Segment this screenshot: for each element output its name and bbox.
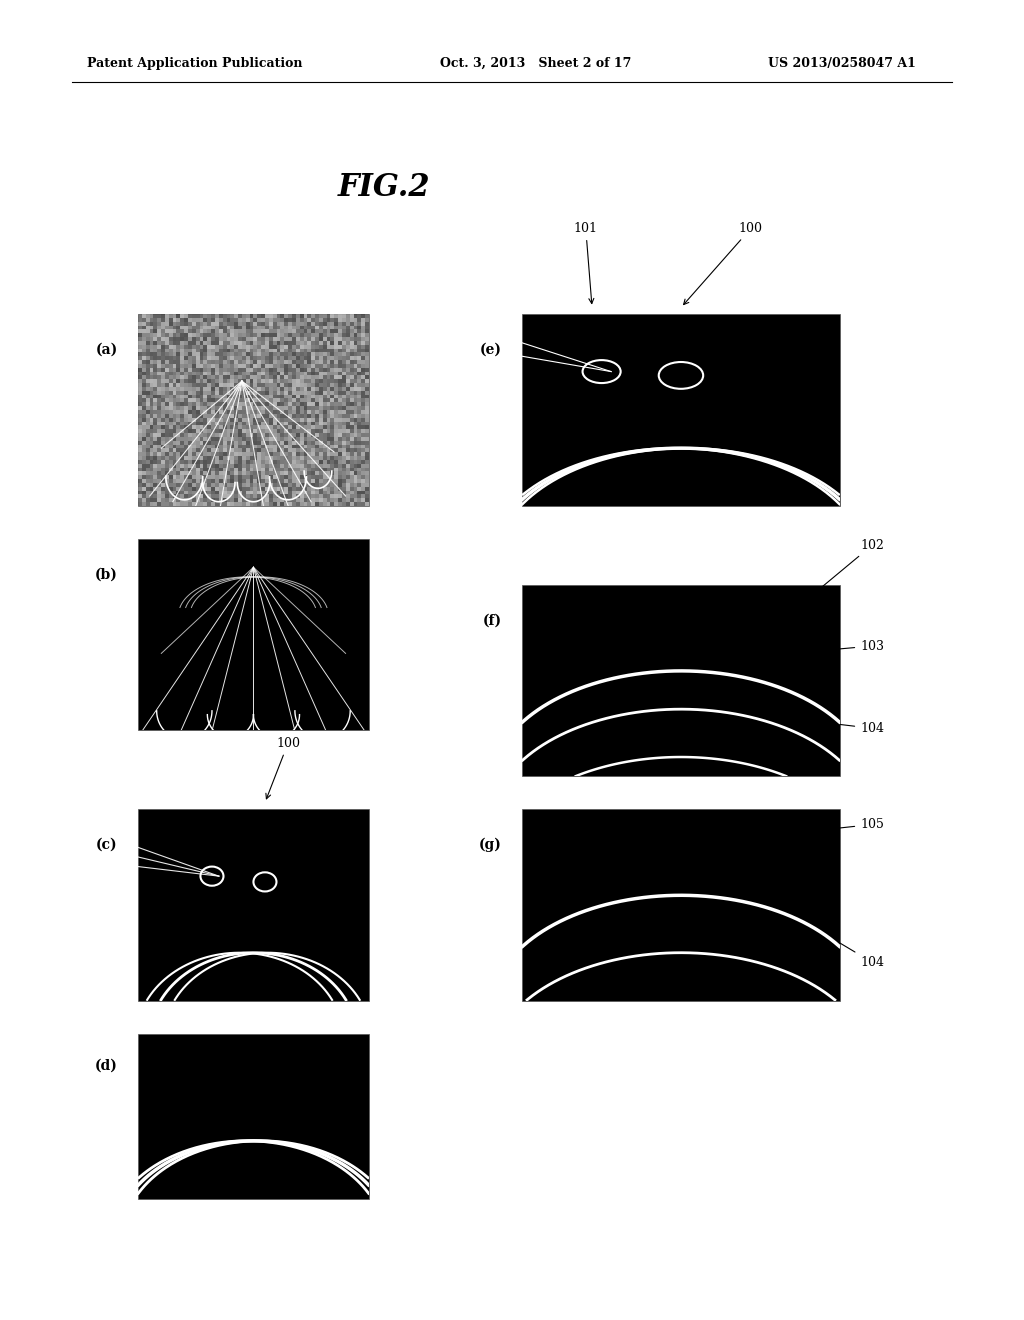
Text: Patent Application Publication: Patent Application Publication [87, 57, 302, 70]
Bar [522, 314, 840, 506]
Text: (e): (e) [480, 343, 502, 356]
Text: 100: 100 [684, 222, 763, 305]
Text: 100: 100 [266, 737, 300, 799]
Bar [522, 585, 840, 776]
Text: 103: 103 [812, 639, 884, 653]
Text: 104: 104 [796, 717, 884, 735]
Bar [138, 1034, 369, 1199]
Text: 105: 105 [806, 818, 884, 834]
Bar [138, 539, 369, 730]
Text: FIG.2: FIG.2 [338, 172, 430, 202]
Text: 104: 104 [796, 916, 884, 969]
Text: (d): (d) [95, 1059, 118, 1072]
Bar [138, 809, 369, 1001]
Text: Oct. 3, 2013   Sheet 2 of 17: Oct. 3, 2013 Sheet 2 of 17 [440, 57, 632, 70]
Text: (b): (b) [95, 568, 118, 581]
Bar [138, 314, 369, 506]
Text: (g): (g) [479, 838, 502, 853]
Bar [522, 809, 840, 1001]
Text: 101: 101 [573, 222, 598, 304]
Text: 102: 102 [805, 539, 884, 602]
Text: (c): (c) [96, 838, 118, 851]
Text: (f): (f) [482, 614, 502, 627]
Text: US 2013/0258047 A1: US 2013/0258047 A1 [768, 57, 915, 70]
Text: (a): (a) [95, 343, 118, 356]
